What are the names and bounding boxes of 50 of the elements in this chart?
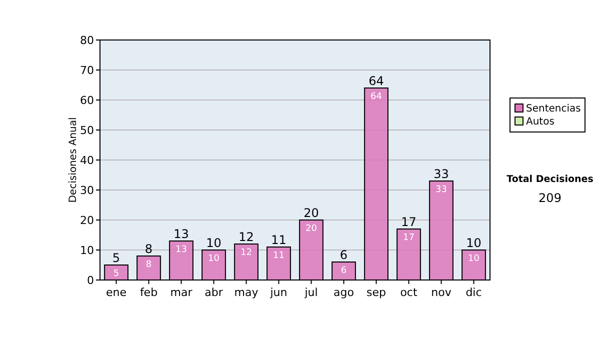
x-tick-label: ene bbox=[106, 286, 127, 299]
y-tick-label: 20 bbox=[80, 214, 94, 227]
y-tick-label: 50 bbox=[80, 124, 94, 137]
x-tick-label: feb bbox=[140, 286, 158, 299]
data-label: 5 bbox=[113, 269, 120, 279]
total-label: 33 bbox=[434, 167, 449, 181]
data-label: 20 bbox=[306, 224, 318, 234]
total-label: 10 bbox=[466, 236, 482, 250]
y-tick-label: 10 bbox=[80, 244, 94, 257]
y-axis-title: Decisiones Anual bbox=[68, 117, 79, 203]
total-label: 11 bbox=[271, 233, 286, 247]
data-label: 8 bbox=[146, 260, 152, 270]
x-tick-label: jul bbox=[304, 286, 318, 299]
y-tick-label: 30 bbox=[80, 184, 94, 197]
y-tick-label: 60 bbox=[80, 94, 94, 107]
x-tick-label: jun bbox=[269, 286, 288, 299]
total-label: 12 bbox=[238, 230, 254, 244]
data-label: 6 bbox=[340, 266, 347, 276]
data-label: 11 bbox=[273, 251, 284, 261]
data-label: 33 bbox=[436, 185, 447, 195]
legend-label: Autos bbox=[526, 116, 554, 128]
data-label: 10 bbox=[208, 254, 220, 264]
x-tick-label: sep bbox=[366, 286, 386, 299]
x-tick-label: nov bbox=[431, 286, 452, 299]
x-tick-label: may bbox=[234, 286, 259, 299]
total-label: 6 bbox=[340, 248, 348, 262]
x-tick-label: abr bbox=[204, 286, 224, 299]
y-tick-label: 70 bbox=[80, 64, 94, 77]
y-tick-label: 80 bbox=[80, 34, 94, 47]
text: Total Decisiones bbox=[506, 174, 594, 185]
data-label: 10 bbox=[468, 254, 480, 264]
data-label: 13 bbox=[176, 245, 187, 255]
data-label: 12 bbox=[240, 248, 252, 258]
x-tick-label: oct bbox=[400, 286, 418, 299]
x-tick-label: dic bbox=[466, 286, 482, 299]
data-label: 17 bbox=[403, 233, 414, 243]
total-label: 17 bbox=[401, 215, 416, 229]
y-tick-label: 40 bbox=[80, 154, 94, 167]
x-tick-label: ago bbox=[334, 286, 354, 299]
text: 209 bbox=[538, 191, 562, 205]
total-label: 5 bbox=[112, 251, 120, 265]
total-label: 10 bbox=[206, 236, 222, 250]
y-tick-label: 0 bbox=[87, 274, 94, 287]
total-label: 20 bbox=[304, 206, 319, 220]
data-label: 64 bbox=[370, 92, 382, 102]
x-tick-label: mar bbox=[170, 286, 193, 299]
total-label: 64 bbox=[368, 74, 384, 88]
legend-label: Sentencias bbox=[526, 104, 581, 114]
total-label: 8 bbox=[144, 242, 153, 256]
total-label: 13 bbox=[174, 227, 189, 241]
